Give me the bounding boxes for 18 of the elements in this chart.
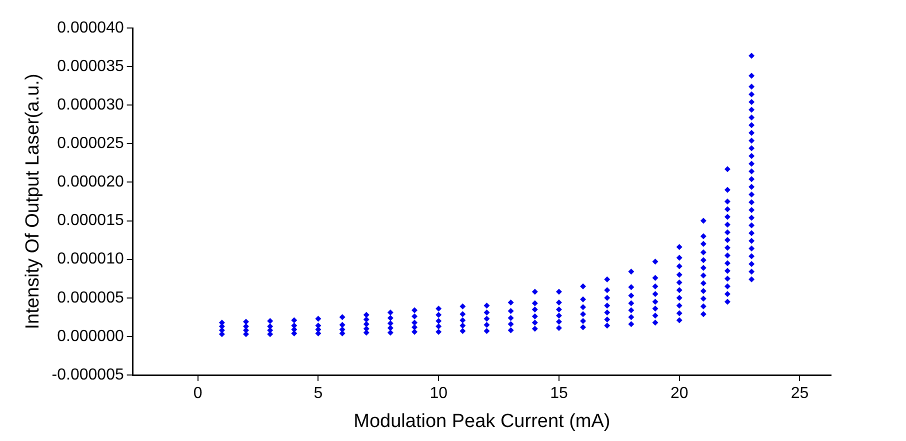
y-tick-label: 0.000000 <box>57 328 124 345</box>
y-tick-label: 0.000020 <box>57 174 124 191</box>
y-tick-label: 0.000030 <box>57 96 124 114</box>
y-tick-label: 0.000025 <box>57 135 124 152</box>
x-tick-label: 15 <box>550 385 568 402</box>
y-tick-label: 0.000005 <box>57 289 124 306</box>
y-tick-label: 0.000015 <box>57 212 124 230</box>
x-tick-label: 5 <box>314 385 323 402</box>
x-tick-label: 10 <box>430 385 448 402</box>
y-tick-label: 0.000040 <box>57 19 124 36</box>
y-tick-label: -0.000005 <box>52 366 124 384</box>
y-axis-title: Intensity Of Output Laser(a.u.) <box>22 74 44 330</box>
x-axis-title: Modulation Peak Current (mA) <box>354 410 610 432</box>
x-tick-label: 20 <box>670 385 688 402</box>
x-tick-label: 0 <box>193 385 202 402</box>
y-tick-label: 0.000035 <box>57 58 124 75</box>
x-tick-label: 25 <box>790 385 809 402</box>
y-tick-label: 0.000010 <box>57 250 124 268</box>
